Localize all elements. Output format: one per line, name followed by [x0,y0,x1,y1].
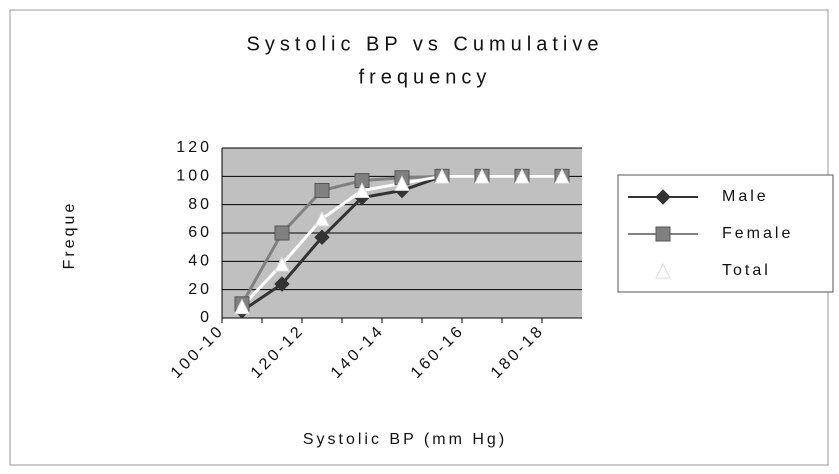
y-tick-label: 120 [176,139,212,156]
legend-label: Total [722,262,771,279]
marker [274,276,290,292]
marker [234,298,250,315]
y-tick-label: 80 [188,196,212,213]
legend-label: Male [722,188,769,205]
marker [274,256,290,272]
marker [394,175,410,191]
marker [314,210,330,227]
marker [314,229,330,245]
marker [474,168,490,184]
x-axis-label: Systolic BP (mm Hg) [303,431,507,448]
chart-title: frequency [359,66,492,88]
y-tick-label: 20 [188,281,212,298]
marker [655,189,671,205]
marker [434,168,450,184]
marker [655,226,671,242]
legend-label: Female [722,225,793,242]
y-tick-label: 100 [176,168,212,185]
marker [655,262,671,279]
y-tick-label: 60 [188,224,212,241]
marker [554,168,570,184]
marker [274,225,290,241]
y-tick-label: 0 [200,309,212,326]
y-tick-label: 40 [188,253,212,270]
chart-title: Systolic BP vs Cumulative [247,33,604,55]
marker [514,168,530,184]
y-axis-label: Freque [61,201,78,270]
marker [354,182,370,198]
marker [314,183,330,198]
